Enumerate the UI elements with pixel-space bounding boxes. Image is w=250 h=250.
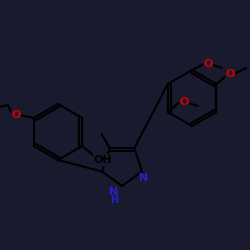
Text: O: O xyxy=(226,69,235,79)
Text: O: O xyxy=(11,110,20,120)
Text: O: O xyxy=(179,97,188,107)
Text: H: H xyxy=(110,195,118,205)
Text: O: O xyxy=(203,59,213,69)
Text: N: N xyxy=(110,187,119,197)
Text: N: N xyxy=(139,174,148,184)
Text: OH: OH xyxy=(94,155,112,165)
